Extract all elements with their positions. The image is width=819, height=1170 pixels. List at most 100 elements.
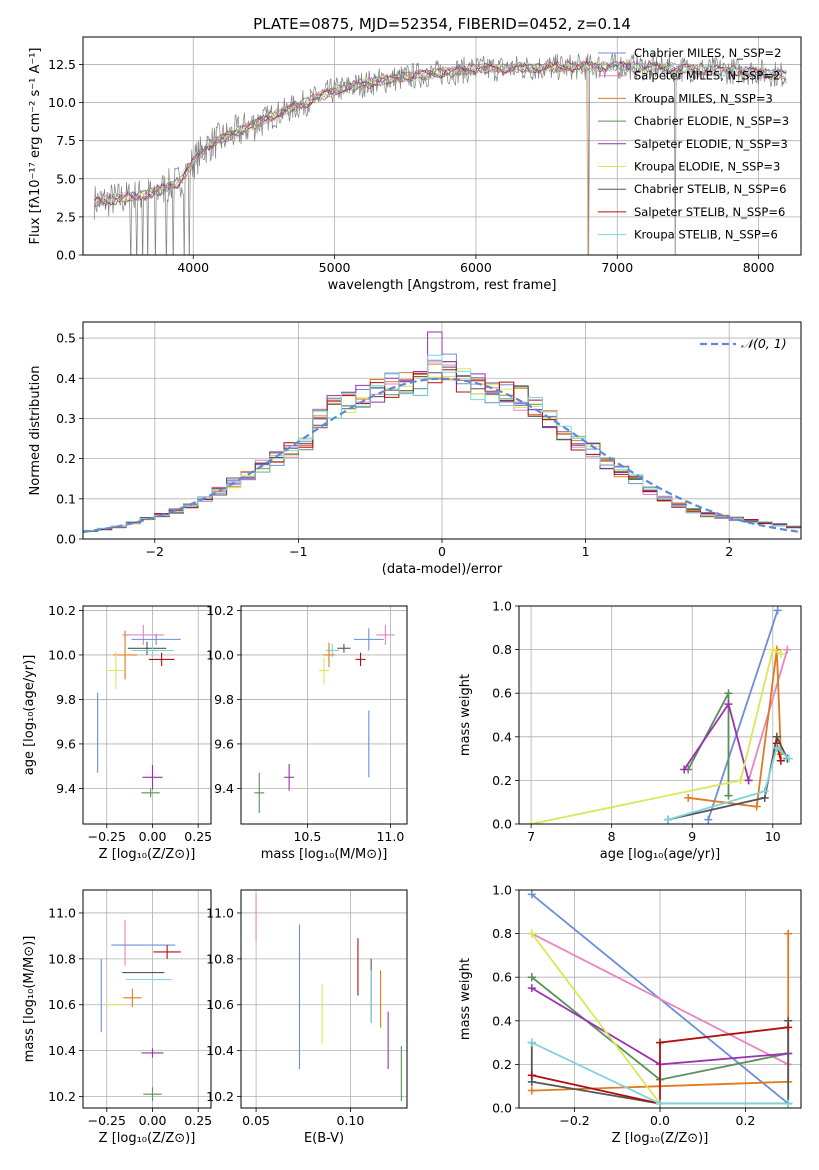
- y-tick-label: 1.0: [492, 883, 512, 898]
- weight-marker: [776, 756, 785, 765]
- weight-marker: [527, 1071, 536, 1080]
- x-tick-label: 0.00: [139, 1113, 167, 1128]
- x-tick-label: 10.5: [293, 829, 321, 844]
- weight-marker: [776, 649, 785, 658]
- axes-weight_vs_age: 7 8 9 10 0.0 0.2 0.4 0.6 0.8 1.0 age [log₁₀(age/yr…: [458, 599, 802, 862]
- y-tick-label: 0.2: [492, 773, 512, 788]
- x-tick-label: 0.25: [184, 1113, 212, 1128]
- x-tick-label: 11.0: [376, 829, 404, 844]
- legend-entry: Chabrier MILES, N_SSP=2: [634, 46, 781, 60]
- x-axis-label: E(B-V): [304, 1131, 344, 1146]
- grid-mass_vs_EBV: [241, 890, 407, 1108]
- y-tick-label: 11.0: [206, 905, 234, 920]
- weight-marker: [656, 1099, 664, 1108]
- axes-frame: [240, 605, 408, 825]
- x-tick-label: 5000: [319, 260, 351, 275]
- weight-marker: [784, 1099, 793, 1108]
- chart-title: PLATE=0875, MJD=52354, FIBERID=0452, z=0…: [253, 15, 631, 33]
- x-tick-label: −1: [289, 544, 307, 559]
- spectrum-lines: [93, 52, 787, 255]
- legend: Chabrier MILES, N_SSP=2 Salpeter MILES, N…: [598, 46, 789, 242]
- y-tick-label: 0.4: [492, 1013, 512, 1028]
- x-tick-label: 7: [527, 829, 535, 844]
- x-tick-label: 0.25: [184, 829, 212, 844]
- x-tick-label: −0.2: [559, 1113, 589, 1128]
- weight-marker: [527, 820, 536, 824]
- x-axis-label: Z [log₁₀(Z/Z⊙)]: [99, 1131, 196, 1146]
- weight-line: [530, 648, 782, 824]
- y-tick-label: 10.0: [206, 647, 234, 662]
- y-tick-label: 0.1: [56, 491, 76, 506]
- weight-marker: [527, 1038, 536, 1047]
- y-tick-label: 0.4: [492, 729, 512, 744]
- y-tick-label: 10.8: [206, 951, 234, 966]
- weight-marker: [664, 815, 673, 824]
- x-tick-label: 2: [725, 544, 733, 559]
- y-tick-label: 9.8: [56, 692, 76, 707]
- legend-entry: Chabrier STELIB, N_SSP=6: [634, 182, 786, 196]
- axes-age_vs_Z: −0.25 0.00 0.25 9.4 9.6 9.8 10.0 10.2 Z [log₁₀(Z…: [22, 603, 212, 862]
- gaussian-curve: [83, 377, 801, 534]
- y-tick-label: 0.3: [56, 411, 76, 426]
- y-tick-label: 9.4: [214, 781, 234, 796]
- weight-marker: [656, 1038, 664, 1047]
- x-tick-label: −0.25: [88, 829, 126, 844]
- x-axis-label: Z [log₁₀(Z/Z⊙)]: [612, 1131, 709, 1146]
- errorbars: [254, 624, 395, 813]
- model-spectrum-line: [94, 59, 787, 208]
- model-spectrum-line: [94, 60, 787, 207]
- x-tick-label: 9: [688, 829, 696, 844]
- axes-frame: [240, 889, 408, 1109]
- x-tick-label: 4000: [177, 260, 209, 275]
- legend-entry: Kroupa STELIB, N_SSP=6: [634, 228, 778, 242]
- weight-marker: [773, 606, 782, 615]
- weight-marker: [760, 787, 769, 796]
- weight-marker: [744, 776, 753, 785]
- x-tick-label: 0.0: [650, 1113, 670, 1128]
- weight-marker: [784, 1023, 793, 1032]
- y-tick-label: 5.0: [56, 171, 76, 186]
- weight-marker: [527, 929, 536, 938]
- axes-age_vs_mass: 10.5 11.0 9.4 9.6 9.8 10.0 10.2 mass [log₁₀(M/M…: [206, 603, 408, 862]
- axes-mass_vs_Z: −0.25 0.00 0.25 10.2 10.4 10.6 10.8 11.0 Z [log₁…: [22, 889, 212, 1146]
- weight-marker: [527, 984, 536, 993]
- y-tick-label: 0.2: [56, 451, 76, 466]
- y-axis-label: Flux [fλ10⁻¹⁷ erg cm⁻² s⁻¹ A⁻¹]: [28, 48, 43, 245]
- histograms: [83, 331, 801, 534]
- legend-entry: Kroupa MILES, N_SSP=3: [634, 91, 773, 105]
- y-axis-label: mass weight: [458, 674, 473, 756]
- y-tick-label: 2.5: [56, 209, 76, 224]
- y-tick-label: 10.0: [48, 647, 76, 662]
- y-tick-label: 9.4: [56, 781, 76, 796]
- y-tick-label: 12.5: [48, 57, 76, 72]
- axes-mass_vs_EBV: 0.05 0.10 10.2 10.4 10.6 10.8 11.0 E(B-V): [206, 889, 408, 1146]
- x-tick-label: 10: [765, 829, 781, 844]
- axes-frame: [82, 605, 212, 825]
- y-tick-label: 0.0: [56, 248, 76, 263]
- weight-marker: [768, 645, 777, 654]
- x-tick-label: 6000: [460, 260, 492, 275]
- x-tick-label: 1: [582, 544, 590, 559]
- y-tick-label: 0.5: [56, 331, 76, 346]
- x-tick-label: 0.05: [242, 1113, 270, 1128]
- errorbars: [100, 919, 181, 1102]
- weight-marker: [527, 1086, 536, 1095]
- x-axis-label: Z [log₁₀(Z/Z⊙)]: [99, 847, 196, 862]
- x-axis-label: wavelength [Angstrom, rest frame]: [328, 278, 557, 293]
- y-tick-label: 0.6: [492, 970, 512, 985]
- weight-marker: [783, 645, 792, 654]
- legend-entry: 𝒩(0, 1): [741, 336, 787, 351]
- x-tick-label: 0.10: [336, 1113, 364, 1128]
- y-tick-label: 9.6: [56, 736, 76, 751]
- axes-frame: [518, 605, 802, 825]
- weight-marker: [680, 765, 689, 774]
- x-axis-label: mass [log₁₀(M/M⊙)]: [261, 847, 388, 862]
- y-tick-label: 10.6: [206, 997, 234, 1012]
- grid-mass_vs_Z: [83, 890, 211, 1108]
- weight-marker: [527, 973, 536, 982]
- y-tick-label: 9.6: [214, 736, 234, 751]
- axes-frame: [82, 36, 802, 256]
- axes-weight_vs_Z: −0.2 0.0 0.2 0.0 0.2 0.4 0.6 0.8 1.0 Z [log₁₀(Z/Z…: [458, 883, 802, 1146]
- x-tick-label: 0.00: [139, 829, 167, 844]
